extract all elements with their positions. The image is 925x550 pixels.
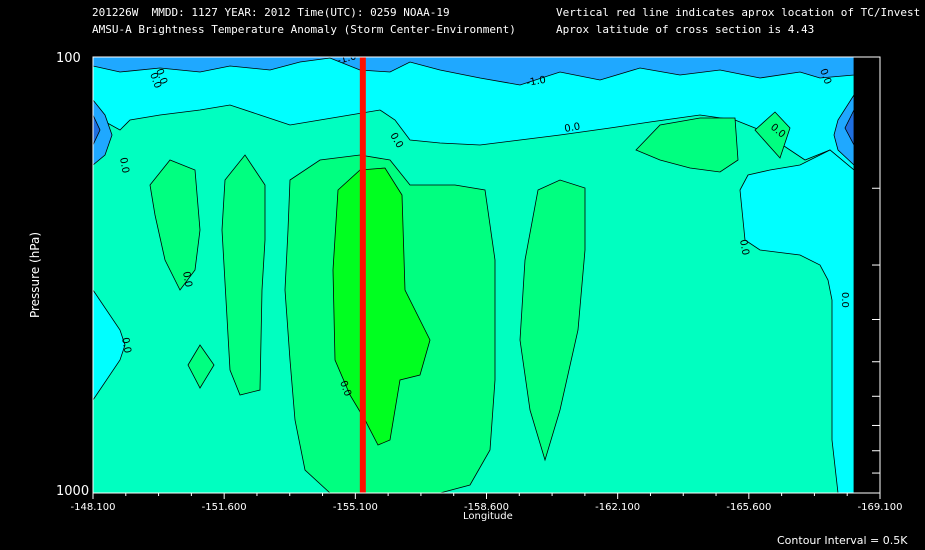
header-line-2: AMSU-A Brightness Temperature Anomaly (S… bbox=[92, 23, 516, 36]
x-tick-label: -169.100 bbox=[858, 502, 903, 513]
x-tick-label: -158.600 bbox=[464, 502, 509, 513]
contour-region-level-0.5 bbox=[754, 111, 791, 159]
contour-label: 0.0 bbox=[817, 67, 833, 86]
contour-labels: -1.0-1.00.00.00.00.00.00.00.00.00.00.00.… bbox=[117, 51, 850, 398]
header-note-2: Aprox latitude of cross section is 4.43 bbox=[556, 23, 815, 36]
contour-label: 0.0 bbox=[180, 271, 194, 289]
contour-interval-note: Contour Interval = 0.5K bbox=[777, 534, 908, 547]
contour-region-level-0.5 bbox=[149, 159, 201, 291]
contour-label: 0.0 bbox=[117, 157, 131, 175]
contour-label: 0.0 bbox=[564, 121, 582, 135]
header-line-1: 201226W MMDD: 1127 YEAR: 2012 Time(UTC):… bbox=[92, 6, 450, 19]
contour-label: 0.0 bbox=[119, 337, 133, 355]
contour-label: 0.0 bbox=[839, 292, 850, 308]
contour-label: 0.0 bbox=[153, 67, 169, 86]
x-tick-label: -155.100 bbox=[333, 502, 378, 513]
header-note-1: Vertical red line indicates aprox locati… bbox=[556, 6, 921, 19]
contour-region-level-neg1.0-right bbox=[833, 94, 854, 166]
contour-region-level-0.5 bbox=[221, 154, 266, 396]
contour-label: 0.0 bbox=[147, 71, 163, 90]
x-axis: -148.100 -151.600 -155.100 -158.600 -162.100… bbox=[71, 493, 903, 513]
x-tick-label: -165.600 bbox=[726, 502, 771, 513]
x-tick-label: -151.600 bbox=[202, 502, 247, 513]
contour-label: -1.0 bbox=[526, 75, 547, 89]
contour-region-level-neg1.5-left bbox=[93, 114, 101, 146]
contour-label: 0.0 bbox=[737, 239, 751, 257]
contour-field bbox=[93, 57, 854, 493]
contour-region-level-0.5 bbox=[635, 117, 739, 173]
contour-region-level-neg1.5-right bbox=[844, 109, 854, 146]
x-tick-label: -162.100 bbox=[595, 502, 640, 513]
contour-region-level-neg0.5-right bbox=[739, 149, 854, 493]
contour-region-level-0.5 bbox=[187, 344, 215, 389]
contour-label: 0.0 bbox=[337, 379, 353, 398]
x-tick-label: -148.100 bbox=[71, 502, 116, 513]
y-tick-label-top: 100 bbox=[56, 51, 81, 66]
contour-region-level-neg1.0-left bbox=[93, 99, 113, 166]
y-axis-label: Pressure (hPa) bbox=[28, 231, 43, 319]
contour-region-level-neg0.5-left bbox=[93, 289, 126, 401]
contour-region-level-0.5 bbox=[519, 179, 586, 462]
contour-region-level-1.0 bbox=[332, 167, 431, 446]
y-tick-label-bottom: 1000 bbox=[56, 484, 90, 499]
contour-region-level-neg1.0 bbox=[93, 57, 854, 86]
contour-region-level-neg0.5 bbox=[93, 57, 854, 171]
x-axis-label: Longitude bbox=[463, 511, 513, 522]
y-axis-right-ticks bbox=[872, 187, 880, 474]
contour-label: -1.0 bbox=[336, 51, 358, 67]
